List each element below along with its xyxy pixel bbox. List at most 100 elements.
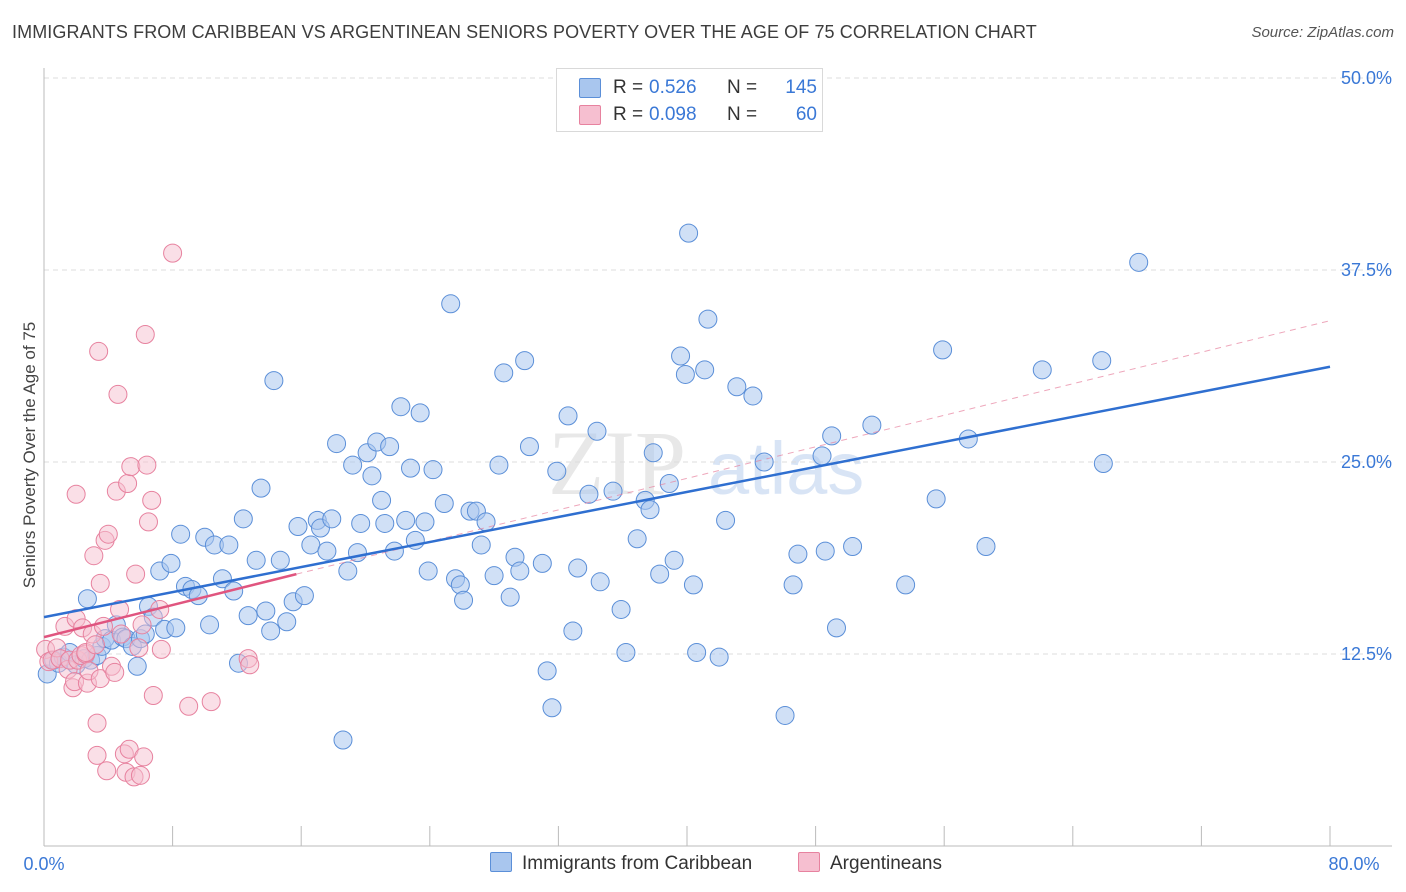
data-point-caribbean (166, 618, 186, 638)
data-point-caribbean (1032, 360, 1052, 380)
bottom-legend-swatch-blue (490, 852, 512, 872)
data-point-caribbean (200, 615, 220, 635)
data-point-argentineans (179, 696, 199, 716)
legend-n-value: 60 (795, 104, 817, 125)
trend-line-caribbean (43, 365, 1331, 619)
data-point-caribbean (127, 656, 147, 676)
data-point-argentineans (130, 765, 150, 785)
data-point-caribbean (351, 513, 371, 533)
legend-r-value: 0.526 (649, 77, 697, 98)
data-point-caribbean (434, 493, 454, 513)
data-point-caribbean (532, 553, 552, 573)
data-point-caribbean (862, 415, 882, 435)
data-point-caribbean (471, 535, 491, 555)
data-point-argentineans (201, 692, 221, 712)
x-tick-label: 0.0% (23, 854, 64, 874)
data-point-caribbean (675, 364, 695, 384)
data-point-caribbean (347, 543, 367, 563)
watermark-atlas: atlas (708, 427, 864, 510)
data-point-caribbean (500, 587, 520, 607)
data-point-caribbean (238, 606, 258, 626)
bottom-legend-swatch-pink (798, 852, 820, 872)
data-point-caribbean (261, 621, 281, 641)
data-point-caribbean (301, 535, 321, 555)
data-point-caribbean (754, 452, 774, 472)
data-point-caribbean (494, 363, 514, 383)
data-point-argentineans (111, 624, 131, 644)
data-point-argentineans (118, 474, 138, 494)
data-point-argentineans (137, 455, 157, 475)
data-point-caribbean (611, 599, 631, 619)
data-point-caribbean (590, 572, 610, 592)
data-point-argentineans (84, 546, 104, 566)
data-point-caribbean (450, 575, 470, 595)
data-point-caribbean (256, 601, 276, 621)
data-point-caribbean (1092, 351, 1112, 371)
data-point-caribbean (687, 642, 707, 662)
bottom-legend-caribbean: Immigrants from Caribbean (490, 852, 752, 875)
data-point-caribbean (1129, 252, 1149, 272)
data-point-caribbean (375, 513, 395, 533)
data-point-caribbean (161, 553, 181, 573)
data-point-caribbean (219, 535, 239, 555)
data-point-argentineans (142, 490, 162, 510)
data-point-caribbean (542, 698, 562, 718)
y-axis-label: Seniors Poverty Over the Age of 75 (20, 321, 39, 589)
y-tick-label: 25.0% (1341, 452, 1392, 472)
data-point-caribbean (568, 558, 588, 578)
data-point-argentineans (97, 761, 117, 781)
y-tick-label: 12.5% (1341, 644, 1392, 664)
bottom-legend-label-caribbean: Immigrants from Caribbean (522, 853, 753, 874)
data-point-argentineans (66, 484, 86, 504)
data-point-caribbean (679, 223, 699, 243)
data-point-caribbean (640, 500, 660, 520)
data-point-caribbean (587, 421, 607, 441)
data-point-caribbean (933, 340, 953, 360)
data-point-argentineans (240, 655, 260, 675)
data-point-argentineans (121, 457, 141, 477)
data-point-caribbean (926, 489, 946, 509)
data-point-caribbean (233, 509, 253, 529)
data-point-caribbean (264, 371, 284, 391)
data-point-caribbean (410, 403, 430, 423)
data-point-argentineans (138, 512, 158, 532)
data-point-argentineans (105, 662, 125, 682)
data-point-caribbean (489, 455, 509, 475)
data-point-caribbean (547, 461, 567, 481)
data-point-caribbean (327, 434, 347, 454)
data-point-caribbean (563, 621, 583, 641)
data-point-argentineans (87, 713, 107, 733)
data-point-caribbean (683, 575, 703, 595)
data-point-argentineans (98, 524, 118, 544)
data-point-caribbean (1093, 454, 1113, 474)
data-point-caribbean (270, 550, 290, 570)
data-point-caribbean (338, 561, 358, 581)
legend-n-label: N = (727, 104, 758, 125)
data-point-argentineans (151, 639, 171, 659)
legend-swatch-pink (579, 105, 601, 125)
data-point-argentineans (132, 615, 152, 635)
data-point-caribbean (775, 705, 795, 725)
stats-legend: R = 0.526 N = 145 R = 0.098 N = 60 (556, 68, 823, 132)
data-point-caribbean (695, 360, 715, 380)
data-point-caribbean (246, 550, 266, 570)
data-point-argentineans (85, 635, 105, 655)
data-point-caribbean (317, 541, 337, 561)
series-argentineans (36, 243, 260, 787)
data-point-argentineans (163, 243, 183, 263)
chart-title: IMMIGRANTS FROM CARIBBEAN VS ARGENTINEAN… (12, 22, 1037, 42)
data-point-caribbean (322, 509, 342, 529)
data-point-caribbean (976, 536, 996, 556)
data-point-argentineans (87, 745, 107, 765)
data-point-caribbean (826, 618, 846, 638)
series-caribbean (37, 223, 1149, 750)
data-point-argentineans (134, 747, 154, 767)
data-point-caribbean (423, 460, 443, 480)
data-point-caribbean (616, 642, 636, 662)
data-point-argentineans (108, 384, 128, 404)
data-point-caribbean (698, 309, 718, 329)
data-point-caribbean (391, 397, 411, 417)
axes (43, 68, 1392, 847)
data-point-caribbean (401, 458, 421, 478)
